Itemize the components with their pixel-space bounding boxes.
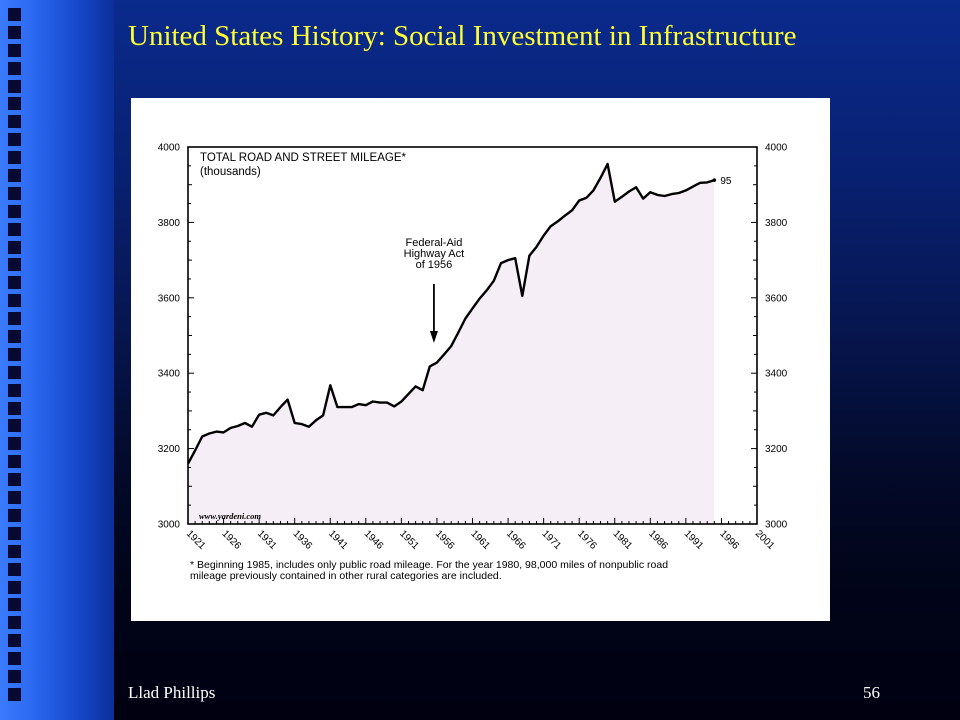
footer-author: Llad Phillips (128, 683, 216, 702)
slide-title: United States History: Social Investment… (128, 20, 797, 52)
decorative-square (8, 687, 21, 701)
decorative-square (8, 8, 21, 21)
y-tick-label-left: 3000 (158, 520, 181, 531)
decorative-square (8, 491, 21, 505)
decorative-square (8, 669, 21, 683)
end-value-label: 95 (720, 176, 732, 187)
annotation-arrow-head (429, 331, 438, 344)
x-tick-label: 2001 (753, 528, 777, 552)
y-tick-label-right: 3600 (765, 293, 788, 304)
decorative-square (8, 115, 21, 129)
decorative-square (8, 312, 21, 326)
decorative-square (8, 258, 21, 272)
decorative-square (8, 61, 21, 75)
x-tick-label: 1956 (433, 528, 457, 552)
decorative-square (8, 276, 21, 290)
x-tick-label: 1986 (646, 528, 670, 552)
decorative-square (8, 508, 21, 522)
decorative-square (8, 634, 21, 648)
decorative-square (8, 222, 21, 236)
chart-title: TOTAL ROAD AND STREET MILEAGE* (200, 152, 407, 164)
decorative-square (8, 169, 21, 183)
decorative-square (8, 437, 21, 451)
decorative-squares (8, 8, 24, 706)
x-tick-label: 1981 (611, 528, 635, 552)
y-tick-label-left: 3200 (158, 444, 181, 455)
annotation-text: Highway Act (404, 248, 465, 260)
x-tick-label: 1931 (255, 528, 279, 552)
decorative-square (8, 526, 21, 540)
series-line (186, 162, 715, 465)
decorative-square (8, 186, 21, 200)
decorative-square (8, 383, 21, 397)
y-tick-label-right: 4000 (765, 143, 788, 154)
decorative-square (8, 79, 21, 93)
x-tick-label: 1946 (362, 528, 386, 552)
page-number: 56 (863, 683, 880, 702)
annotation-text: of 1956 (416, 259, 453, 271)
decorative-square (8, 25, 21, 39)
road-mileage-chart: 3000 3000 3200 3200 3400 3400 3600 3600 3800 3800… (158, 143, 788, 583)
footnote-line: mileage previously contained in other ru… (190, 570, 502, 582)
x-tick-label: 1961 (468, 528, 492, 552)
annotation-text: Federal-Aid (406, 237, 463, 249)
footnote-line: * Beginning 1985, includes only public r… (190, 559, 668, 571)
decorative-square (8, 330, 21, 344)
y-tick-label-left: 3800 (158, 218, 181, 229)
x-tick-label: 1926 (219, 528, 243, 552)
y-tick-label-left: 4000 (158, 143, 181, 154)
y-tick-label-left: 3600 (158, 293, 181, 304)
y-tick-label-right: 3800 (765, 218, 788, 229)
decorative-square (8, 347, 21, 361)
x-tick-label: 1976 (575, 528, 599, 552)
y-tick-label-right: 3400 (765, 369, 788, 380)
decorative-square (8, 401, 21, 415)
left-decorative-bar (0, 0, 114, 720)
chart-panel: 3000 3000 3200 3200 3400 3400 3600 3600 3800 3800… (131, 98, 830, 621)
decorative-square (8, 419, 21, 433)
series-area-fill (188, 164, 715, 524)
decorative-square (8, 204, 21, 218)
x-tick-label: 1971 (540, 528, 564, 552)
y-tick-label-right: 3200 (765, 444, 788, 455)
decorative-square (8, 598, 21, 612)
decorative-square (8, 544, 21, 558)
series-end-point (712, 178, 717, 182)
chart-subtitle: (thousands) (200, 166, 261, 178)
watermark-text: www.yardeni.com (199, 511, 261, 521)
x-tick-label: 1996 (717, 528, 741, 552)
decorative-square (8, 562, 21, 576)
decorative-square (8, 616, 21, 630)
decorative-square (8, 580, 21, 594)
decorative-square (8, 151, 21, 165)
x-tick-label: 1991 (682, 528, 706, 552)
decorative-square (8, 43, 21, 57)
x-tick-label: 1941 (326, 528, 350, 552)
decorative-square (8, 365, 21, 379)
decorative-square (8, 133, 21, 147)
y-tick-label-left: 3400 (158, 369, 181, 380)
decorative-square (8, 652, 21, 666)
x-tick-label: 1936 (291, 528, 315, 552)
decorative-square (8, 473, 21, 487)
decorative-square (8, 240, 21, 254)
y-tick-label-right: 3000 (765, 520, 788, 531)
x-tick-label: 1921 (184, 528, 208, 552)
decorative-square (8, 97, 21, 111)
x-tick-label: 1951 (397, 528, 421, 552)
decorative-square (8, 294, 21, 308)
x-tick-label: 1966 (504, 528, 528, 552)
decorative-square (8, 455, 21, 469)
